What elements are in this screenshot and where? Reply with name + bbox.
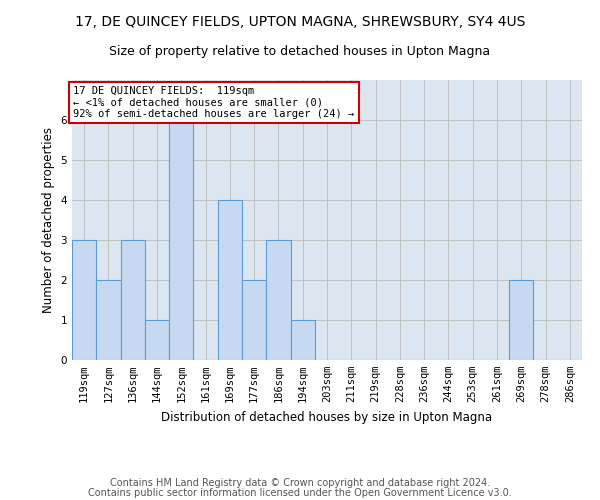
- Bar: [96, 280, 121, 360]
- X-axis label: Distribution of detached houses by size in Upton Magna: Distribution of detached houses by size …: [161, 410, 493, 424]
- Bar: [72, 240, 96, 360]
- Bar: [242, 280, 266, 360]
- Bar: [290, 320, 315, 360]
- Text: Contains public sector information licensed under the Open Government Licence v3: Contains public sector information licen…: [88, 488, 512, 498]
- Y-axis label: Number of detached properties: Number of detached properties: [42, 127, 55, 313]
- Bar: [266, 240, 290, 360]
- Text: Size of property relative to detached houses in Upton Magna: Size of property relative to detached ho…: [109, 45, 491, 58]
- Bar: [121, 240, 145, 360]
- Bar: [145, 320, 169, 360]
- Text: 17, DE QUINCEY FIELDS, UPTON MAGNA, SHREWSBURY, SY4 4US: 17, DE QUINCEY FIELDS, UPTON MAGNA, SHRE…: [75, 15, 525, 29]
- Bar: [218, 200, 242, 360]
- Text: 17 DE QUINCEY FIELDS:  119sqm
← <1% of detached houses are smaller (0)
92% of se: 17 DE QUINCEY FIELDS: 119sqm ← <1% of de…: [73, 86, 355, 119]
- Text: Contains HM Land Registry data © Crown copyright and database right 2024.: Contains HM Land Registry data © Crown c…: [110, 478, 490, 488]
- Bar: [509, 280, 533, 360]
- Bar: [169, 120, 193, 360]
